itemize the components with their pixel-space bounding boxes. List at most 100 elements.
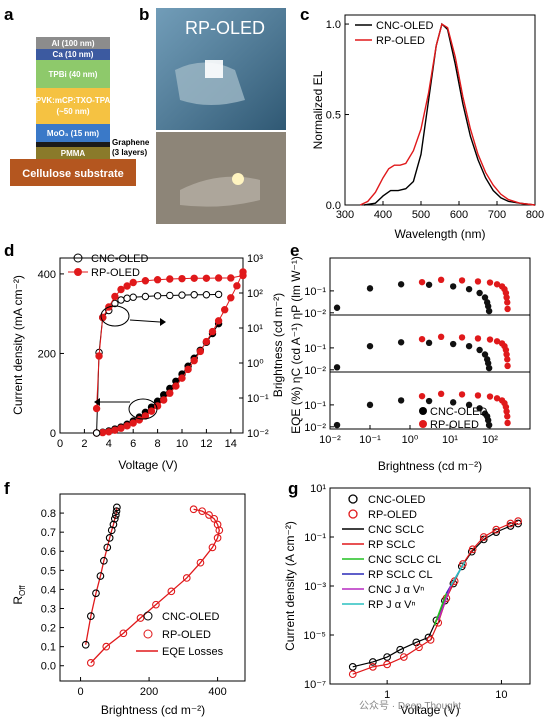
g-ytick-label: 10⁻⁷ bbox=[304, 679, 326, 691]
d-point bbox=[129, 278, 137, 287]
g-ytick-label: 10⁻³ bbox=[304, 581, 326, 593]
d-point bbox=[178, 274, 186, 283]
d-point bbox=[160, 396, 168, 404]
c-legend-cnc: CNC-OLED bbox=[376, 20, 434, 32]
d-point bbox=[141, 292, 150, 301]
g-point bbox=[432, 616, 441, 625]
e-point bbox=[476, 405, 483, 412]
e-point bbox=[503, 351, 510, 358]
e-point bbox=[493, 281, 501, 288]
g-segment-fit bbox=[450, 561, 466, 587]
panel-label-c: c bbox=[300, 5, 309, 24]
d-xtick-label: 4 bbox=[106, 438, 112, 450]
e-point bbox=[503, 408, 510, 415]
e-point bbox=[397, 281, 405, 288]
g-point bbox=[468, 545, 477, 554]
e-xtick-label: 10⁻¹ bbox=[359, 434, 381, 446]
e-point bbox=[449, 399, 457, 406]
g-xtick-label: 1 bbox=[384, 689, 390, 701]
chart-d: 0 2 4 6 8 10 12 14 0 200 400 10⁻² 10⁻¹ 10⁰ 10¹ 10² 10³ V… bbox=[11, 253, 285, 472]
d-series-line-2 bbox=[96, 293, 219, 434]
f-ytick-label: 0.7 bbox=[41, 527, 56, 539]
g-xlabel: Voltage (V) bbox=[400, 703, 459, 717]
f-ytick-label: 0.5 bbox=[41, 565, 56, 577]
e-ytick-label: 10⁻² bbox=[304, 308, 326, 320]
g-point bbox=[506, 522, 515, 530]
f-point bbox=[100, 556, 108, 565]
f-point bbox=[86, 659, 95, 667]
f-ytick-label: 0.0 bbox=[41, 661, 56, 673]
f-xtick-label: 0 bbox=[77, 686, 83, 698]
f-legend-cnc: CNC-OLED bbox=[162, 611, 220, 623]
e-point bbox=[504, 305, 511, 313]
e-point bbox=[465, 285, 473, 293]
layer-tpbi-label: TPBi (40 nm) bbox=[49, 70, 98, 79]
g-legend-label: RP-OLED bbox=[368, 509, 417, 521]
d-legend-rp: RP-OLED bbox=[91, 267, 140, 279]
d-xtick-label: 0 bbox=[57, 438, 63, 450]
e-ytick-label: 10⁻² bbox=[304, 365, 326, 377]
g-xtick-label: 10 bbox=[495, 689, 507, 701]
d-legend-cnc: CNC-OLED bbox=[91, 253, 149, 265]
f-point bbox=[102, 642, 111, 651]
c-xtick-label: 600 bbox=[450, 209, 468, 221]
f-xlabel: Brightness (cd m⁻²) bbox=[101, 703, 205, 717]
d-series-line-0 bbox=[96, 323, 220, 434]
graphene-label: Graphene bbox=[112, 138, 150, 147]
e-point bbox=[486, 336, 494, 343]
g-legend-label: RP SCLC bbox=[368, 539, 416, 551]
d-point bbox=[95, 352, 103, 360]
f-ytick-label: 0.4 bbox=[41, 584, 56, 596]
c-ytick-label: 0.5 bbox=[326, 110, 341, 122]
e-point bbox=[476, 289, 483, 297]
d-point bbox=[111, 292, 119, 301]
d-arrow-right bbox=[129, 319, 161, 323]
g-ytick-label: 10⁻⁵ bbox=[303, 630, 326, 642]
d-point bbox=[178, 291, 186, 299]
d-point bbox=[117, 424, 125, 432]
e-xtick-label: 10² bbox=[482, 434, 498, 446]
f-point bbox=[112, 507, 121, 516]
c-legend-rp: RP-OLED bbox=[376, 35, 425, 47]
e-point bbox=[333, 421, 341, 429]
d-point bbox=[123, 422, 131, 430]
f-point bbox=[110, 514, 119, 523]
f-point bbox=[210, 514, 219, 523]
f-point bbox=[213, 534, 222, 542]
g-segment-fit bbox=[433, 593, 448, 626]
d-point bbox=[117, 285, 125, 294]
e-point bbox=[481, 351, 489, 358]
g-point bbox=[415, 643, 423, 652]
d-point bbox=[166, 275, 174, 283]
c-xtick-label: 300 bbox=[336, 209, 354, 221]
e-point bbox=[503, 294, 510, 301]
f-ytick-label: 0.8 bbox=[41, 508, 56, 520]
d-point bbox=[123, 294, 131, 302]
f-point bbox=[81, 640, 90, 649]
panel-label-g: g bbox=[288, 479, 298, 498]
e-point bbox=[474, 335, 482, 342]
panel-label-b: b bbox=[139, 5, 149, 24]
layer-pvk-label: PVK:mCP:TXO-TPA bbox=[36, 96, 111, 105]
d-ytick-right-label: 10⁰ bbox=[247, 358, 264, 370]
g-point bbox=[369, 658, 377, 666]
e-point bbox=[418, 335, 426, 343]
f-point bbox=[182, 574, 191, 582]
f-point bbox=[167, 587, 176, 596]
g-ytick-label: 10¹ bbox=[310, 483, 326, 495]
f-point bbox=[205, 511, 213, 519]
d-point bbox=[166, 291, 174, 300]
c-xtick-label: 400 bbox=[374, 209, 392, 221]
d-point bbox=[196, 347, 205, 356]
f-ylabel: ROff bbox=[11, 585, 27, 605]
e-point bbox=[504, 362, 511, 370]
d-xtick-label: 12 bbox=[200, 438, 212, 450]
f-point bbox=[136, 614, 145, 622]
layer-substrate-label: Cellulose substrate bbox=[22, 168, 123, 180]
photo-title: RP-OLED bbox=[185, 18, 265, 38]
e-point bbox=[485, 307, 493, 315]
e-point bbox=[366, 342, 374, 350]
d-point bbox=[190, 356, 198, 365]
e-xtick-label: 10⁻² bbox=[319, 434, 341, 446]
